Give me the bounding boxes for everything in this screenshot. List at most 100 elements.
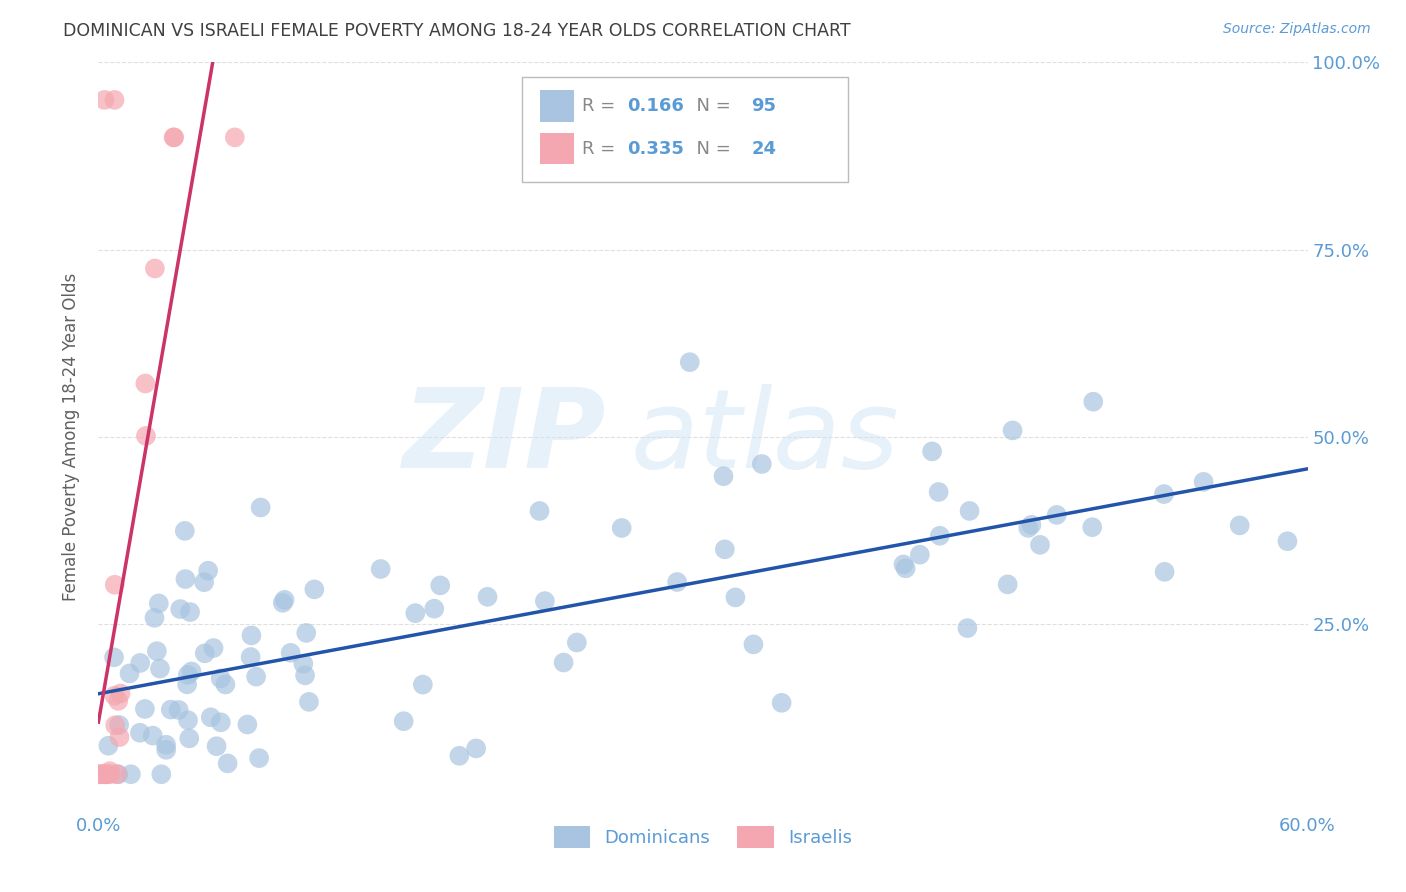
Point	[173, 524, 195, 538]
Y-axis label: Female Poverty Among 18-24 Year Olds: Female Poverty Among 18-24 Year Olds	[62, 273, 80, 601]
Point	[162, 130, 184, 145]
Bar	[540, 90, 574, 121]
Point	[240, 628, 263, 642]
Point	[292, 657, 315, 671]
Text: ZIP: ZIP	[402, 384, 606, 491]
Point	[666, 574, 689, 589]
Point	[1021, 517, 1043, 532]
Point	[245, 670, 267, 684]
Point	[108, 718, 131, 732]
Point	[103, 689, 125, 703]
Point	[412, 677, 434, 691]
Point	[108, 730, 131, 744]
Point	[224, 130, 246, 145]
Point	[155, 743, 177, 757]
Point	[110, 686, 132, 700]
Point	[205, 739, 228, 754]
Point	[193, 575, 215, 590]
Text: 95: 95	[751, 97, 776, 115]
Point	[553, 656, 575, 670]
Point	[107, 767, 129, 781]
Point	[893, 558, 915, 572]
Point	[96, 767, 118, 781]
Point	[1017, 521, 1039, 535]
Point	[295, 626, 318, 640]
Point	[928, 485, 950, 500]
Point	[714, 542, 737, 557]
Point	[163, 130, 186, 145]
Point	[1192, 475, 1215, 489]
Text: N =: N =	[685, 140, 737, 158]
Point	[465, 741, 488, 756]
Point	[724, 591, 747, 605]
Bar	[540, 133, 574, 164]
Point	[928, 529, 950, 543]
Point	[105, 767, 128, 781]
Point	[155, 738, 177, 752]
Point	[959, 504, 981, 518]
Point	[908, 548, 931, 562]
Text: R =: R =	[582, 97, 621, 115]
Point	[209, 672, 232, 686]
Point	[179, 605, 201, 619]
Point	[143, 611, 166, 625]
Point	[1083, 394, 1105, 409]
Point	[135, 429, 157, 443]
Point	[194, 646, 217, 660]
Point	[134, 376, 156, 391]
Point	[159, 702, 181, 716]
Point	[202, 640, 225, 655]
Point	[423, 601, 446, 615]
Point	[1153, 565, 1175, 579]
Point	[997, 577, 1019, 591]
Point	[129, 725, 152, 739]
Point	[150, 767, 173, 781]
Point	[236, 717, 259, 731]
Point	[679, 355, 702, 369]
Text: DOMINICAN VS ISRAELI FEMALE POVERTY AMONG 18-24 YEAR OLDS CORRELATION CHART: DOMINICAN VS ISRAELI FEMALE POVERTY AMON…	[63, 22, 851, 40]
Point	[271, 596, 294, 610]
Point	[142, 729, 165, 743]
Point	[304, 582, 326, 597]
Point	[93, 93, 115, 107]
Point	[1277, 534, 1299, 549]
Point	[214, 677, 236, 691]
Point	[93, 767, 115, 781]
Point	[956, 621, 979, 635]
Point	[98, 767, 121, 781]
Point	[1001, 424, 1024, 438]
Point	[1153, 487, 1175, 501]
Point	[770, 696, 793, 710]
Point	[280, 646, 302, 660]
Point	[97, 739, 120, 753]
Point	[742, 637, 765, 651]
Point	[103, 650, 125, 665]
Point	[89, 767, 111, 781]
Point	[104, 718, 127, 732]
Point	[180, 665, 202, 679]
Point	[404, 606, 426, 620]
Point	[1081, 520, 1104, 534]
Point	[1046, 508, 1069, 522]
Point	[169, 602, 191, 616]
Point	[146, 644, 169, 658]
Point	[96, 767, 118, 781]
Point	[118, 666, 141, 681]
Point	[1029, 538, 1052, 552]
Point	[209, 715, 232, 730]
Text: 0.335: 0.335	[627, 140, 683, 158]
Point	[89, 767, 111, 781]
Point	[176, 677, 198, 691]
Point	[713, 469, 735, 483]
Point	[449, 748, 471, 763]
Point	[177, 668, 200, 682]
Point	[143, 261, 166, 276]
Point	[174, 572, 197, 586]
Point	[104, 578, 127, 592]
Point	[1229, 518, 1251, 533]
Point	[534, 594, 557, 608]
Point	[392, 714, 415, 729]
Point	[529, 504, 551, 518]
Point	[167, 703, 190, 717]
Point	[294, 668, 316, 682]
